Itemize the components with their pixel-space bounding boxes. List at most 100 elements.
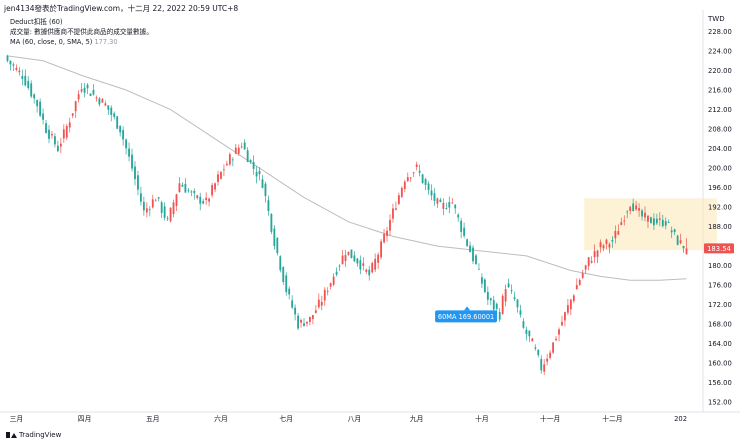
candle-body: [51, 133, 53, 136]
candle: [285, 272, 288, 296]
y-tick-label: 172.00: [708, 301, 732, 309]
candle: [590, 256, 593, 264]
candle-body: [442, 202, 445, 209]
candle-body: [682, 245, 685, 249]
candle: [451, 197, 454, 204]
candle-body: [365, 269, 368, 272]
candle-body: [623, 220, 626, 222]
candle: [623, 215, 626, 226]
candle-body: [151, 199, 154, 208]
candle: [258, 167, 261, 181]
candle-body: [359, 260, 362, 270]
candle-body: [421, 174, 424, 183]
candle: [317, 293, 320, 309]
candle-body: [412, 172, 415, 174]
x-tick-label: 六月: [214, 414, 228, 423]
candle: [169, 207, 172, 223]
x-tick-label: 四月: [78, 415, 92, 423]
candle: [486, 286, 489, 305]
candle-body: [679, 240, 682, 244]
candle: [403, 179, 406, 193]
candle: [442, 198, 445, 216]
candle: [537, 349, 540, 358]
candle: [184, 178, 187, 193]
candle-body: [439, 199, 442, 203]
candle-body: [68, 122, 71, 128]
candle-body: [178, 183, 181, 193]
y-tick-label: 192.00: [708, 204, 732, 212]
candle-body: [190, 191, 193, 193]
candle-body: [335, 271, 338, 275]
candle-body: [347, 251, 350, 255]
candle-body: [605, 239, 608, 245]
candle-body: [599, 242, 602, 248]
candle-body: [125, 139, 128, 149]
candle: [575, 278, 578, 290]
candle-body: [596, 250, 599, 257]
candle: [86, 83, 89, 95]
candle-body: [131, 154, 133, 169]
candle-body: [569, 299, 572, 310]
candle-body: [276, 237, 279, 254]
candle: [501, 293, 504, 315]
candle-body: [667, 222, 670, 223]
candle-body: [145, 208, 148, 213]
y-tick-label: 160.00: [708, 360, 732, 368]
candle: [137, 170, 139, 196]
candle-body: [632, 203, 635, 212]
candle-body: [409, 177, 412, 179]
candle-body: [134, 166, 136, 180]
candle-body: [664, 221, 667, 226]
candle: [288, 286, 291, 300]
candle-body: [74, 101, 77, 112]
candle: [166, 215, 169, 222]
candle: [303, 318, 305, 327]
candle-body: [71, 113, 74, 116]
candle: [457, 213, 460, 222]
candle: [107, 105, 110, 115]
candle: [561, 315, 563, 327]
candle-body: [368, 269, 371, 276]
candle-body: [279, 256, 282, 271]
candle-body: [220, 171, 222, 179]
candle: [555, 335, 557, 342]
candle: [652, 213, 655, 231]
candle-body: [223, 169, 225, 171]
candle: [498, 308, 501, 322]
candle-body: [294, 307, 297, 315]
candle: [6, 54, 9, 63]
candle: [587, 257, 590, 271]
tradingview-brand[interactable]: TradingView: [6, 431, 61, 439]
candle: [661, 214, 664, 228]
candle: [15, 64, 18, 72]
candle: [223, 164, 225, 176]
candle: [306, 321, 308, 327]
candle: [48, 125, 50, 144]
candle-body: [252, 161, 255, 169]
candle-body: [107, 105, 110, 110]
candle-body: [537, 349, 540, 356]
candle-body: [564, 312, 566, 321]
candle: [21, 69, 24, 86]
candle: [255, 166, 258, 184]
candle-body: [202, 200, 205, 204]
candle-body: [104, 103, 107, 106]
candle-body: [661, 219, 664, 227]
ma-legend: MA (60, close, 0, SMA, 5) 177.30: [10, 37, 153, 47]
candle: [211, 182, 214, 198]
candle-body: [400, 187, 403, 197]
candle: [62, 124, 65, 143]
candle: [276, 237, 279, 256]
candle-body: [395, 208, 397, 210]
candle-body: [415, 164, 418, 167]
candle-body: [306, 321, 308, 324]
publish-header: jen4134發表於TradingView.com，十二月 22, 2022 2…: [4, 4, 239, 13]
candle: [116, 115, 119, 130]
volume-note: 成交量: 數據供應商不提供此商品的成交量數據。: [10, 28, 153, 36]
candle-body: [65, 126, 68, 138]
candle: [214, 182, 216, 193]
candle-body: [685, 248, 688, 255]
candle-body: [406, 177, 409, 181]
candle: [12, 62, 15, 72]
